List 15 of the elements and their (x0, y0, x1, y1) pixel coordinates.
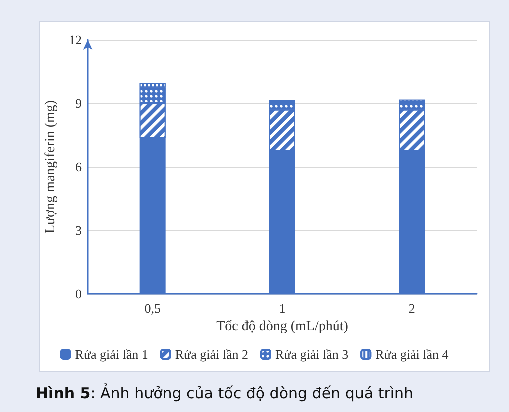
legend-label: Rửa giải lần 1 (75, 347, 148, 362)
y-tick-label: 6 (76, 160, 82, 174)
x-axis-title: Tốc độ dòng (mL/phút) (216, 319, 349, 334)
x-tick-label: 2 (408, 301, 416, 316)
legend-label: Rửa giải lần 2 (175, 347, 249, 362)
legend-label: Rửa giải lần 3 (276, 347, 349, 362)
y-axis-title: Lượng mangiferin (mg) (44, 100, 59, 234)
y-tick-label: 3 (76, 223, 82, 238)
y-tick-label: 0 (76, 286, 82, 302)
x-tick-label: 1 (279, 301, 286, 316)
y-tick-label: 9 (76, 96, 82, 111)
legend-label: Rửa giải lần 4 (376, 347, 450, 362)
x-tick-label: 0,5 (144, 301, 161, 316)
text: Hình 5: Ảnh hưởng của tốc độ dòng đến quá trình (36, 384, 414, 402)
y-tick-label: 12 (69, 32, 82, 48)
